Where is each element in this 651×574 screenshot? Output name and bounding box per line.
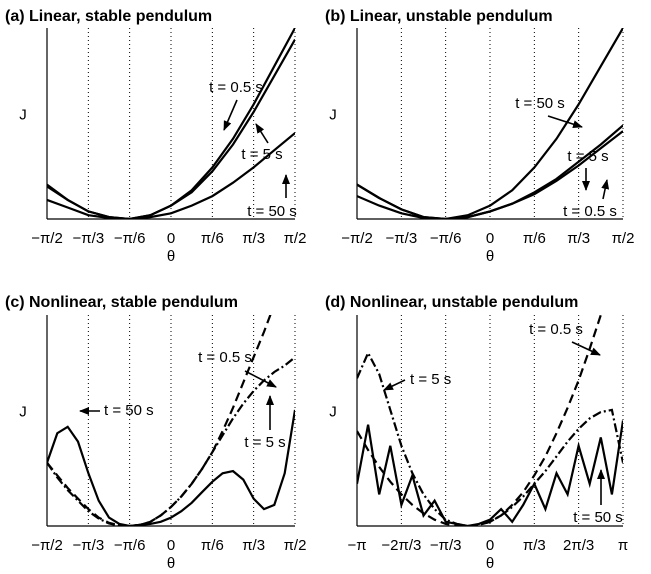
x-tick-label: π/6 <box>201 537 224 554</box>
x-tick-label: π/3 <box>242 537 265 554</box>
annotation: t = 5 s <box>410 371 451 388</box>
curve <box>47 38 295 219</box>
x-tick-label: −π/3 <box>430 537 462 554</box>
panel: (b) Linear, unstable pendulum Jθ −π/2 −π/3−… <box>325 8 634 265</box>
curve <box>357 350 623 526</box>
x-tick-label: π/2 <box>612 230 635 247</box>
annotation: t = 50 s <box>247 203 297 220</box>
x-axis-label: θ <box>167 248 175 265</box>
panel: (c) Nonlinear, stable pendulum Jθ −π/2 −π/3… <box>5 294 307 572</box>
annotation-arrow <box>244 370 277 388</box>
annotation-arrow <box>571 341 601 356</box>
annotation: t = 0.5 s <box>529 321 583 338</box>
annotation: t = 0.5 s <box>209 79 263 96</box>
x-tick-label: −2π/3 <box>381 537 421 554</box>
curve <box>47 409 295 526</box>
y-axis-label: J <box>329 106 337 123</box>
x-axis-label: θ <box>167 555 175 572</box>
annotation: t = 50 s <box>573 509 623 526</box>
x-tick-label: −π/3 <box>73 230 105 247</box>
y-axis-label: J <box>19 106 27 123</box>
annotation-arrow <box>255 123 269 144</box>
panel: (a) Linear, stable pendulum Jθ −π/2 −π/3 −π/… <box>5 8 306 265</box>
x-tick-label: −π/6 <box>430 230 462 247</box>
annotation-arrow <box>383 379 406 391</box>
x-tick-label: −π/2 <box>341 230 373 247</box>
x-tick-label: −π/3 <box>386 230 418 247</box>
panel-title: (b) Linear, unstable pendulum <box>325 8 553 25</box>
annotation: t = 5 s <box>244 434 285 451</box>
x-tick-label: π/6 <box>523 230 546 247</box>
panel-title: (a) Linear, stable pendulum <box>5 8 212 25</box>
x-tick-label: π/3 <box>523 537 546 554</box>
x-tick-label: −π/6 <box>114 537 146 554</box>
x-tick-label: 2π/3 <box>563 537 594 554</box>
annotation-arrow <box>601 179 610 200</box>
curve <box>357 420 623 526</box>
x-tick-label: π <box>618 537 628 554</box>
y-axis-label: J <box>19 403 27 420</box>
curve <box>47 132 295 219</box>
curve <box>357 28 623 219</box>
y-axis-label: J <box>329 403 337 420</box>
x-tick-label: π/3 <box>567 230 590 247</box>
x-tick-label: π/3 <box>242 230 265 247</box>
panel-title: (d) Nonlinear, unstable pendulum <box>325 294 578 311</box>
curve <box>357 130 623 219</box>
x-tick-label: π/2 <box>284 230 307 247</box>
x-axis-label: θ <box>486 248 494 265</box>
annotation: t = 50 s <box>104 402 154 419</box>
x-tick-label: −π <box>347 537 366 554</box>
x-axis-label: θ <box>486 555 494 572</box>
x-tick-label: 0 <box>486 537 494 554</box>
annotation-arrow <box>223 99 238 131</box>
annotation: t = 0.5 s <box>198 349 252 366</box>
annotation: t = 0.5 s <box>563 203 617 220</box>
panel: (d) Nonlinear, unstable pendulum Jθ −π −2π/… <box>325 294 628 572</box>
x-tick-label: 0 <box>167 537 175 554</box>
x-tick-label: −π/2 <box>31 537 63 554</box>
panel-title: (c) Nonlinear, stable pendulum <box>5 294 238 311</box>
x-tick-label: 0 <box>486 230 494 247</box>
annotation: t = 5 s <box>241 146 282 163</box>
x-tick-label: −π/6 <box>114 230 146 247</box>
x-tick-label: π/2 <box>284 537 307 554</box>
annotation: t = 5 s <box>567 148 608 165</box>
x-tick-label: π/6 <box>201 230 224 247</box>
annotation-arrow <box>547 115 583 129</box>
x-tick-label: −π/2 <box>31 230 63 247</box>
x-tick-label: 0 <box>167 230 175 247</box>
annotation: t = 50 s <box>515 95 565 112</box>
x-tick-label: −π/3 <box>73 537 105 554</box>
curve <box>47 356 295 526</box>
curve <box>47 315 272 526</box>
